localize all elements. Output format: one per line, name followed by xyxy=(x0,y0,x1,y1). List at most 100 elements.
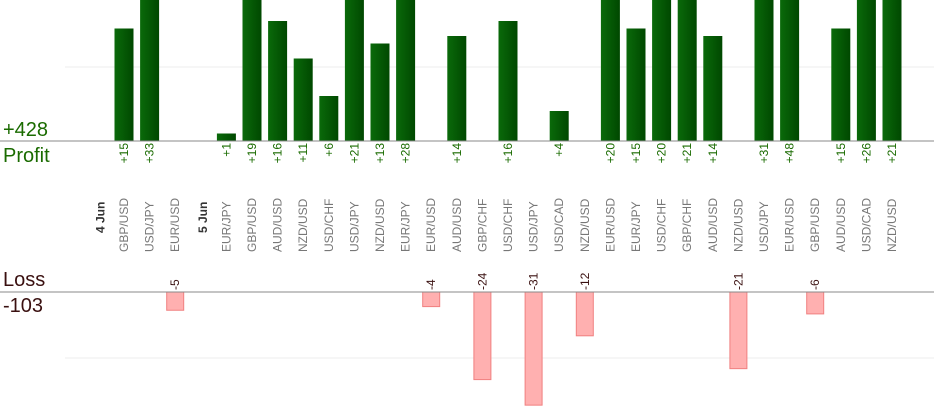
pair-label: AUD/USD xyxy=(450,198,464,252)
pair-label: USD/CHF xyxy=(501,199,515,252)
bar-value-label: +21 xyxy=(680,143,694,164)
pair-label: EUR/USD xyxy=(783,198,797,252)
profit-bar xyxy=(293,58,313,141)
bar-value-label: +31 xyxy=(757,143,771,164)
pair-label: GBP/CHF xyxy=(680,199,694,252)
bar-value-label: +14 xyxy=(706,143,720,164)
bar-value-label: +20 xyxy=(655,143,669,164)
bar-value-label: -6 xyxy=(808,279,822,290)
pair-label: GBP/USD xyxy=(808,198,822,252)
profit-bar xyxy=(140,0,160,141)
profit-bar xyxy=(498,21,518,141)
profit-bar xyxy=(600,0,620,141)
profit-bar xyxy=(370,43,390,141)
pair-label: NZD/USD xyxy=(885,198,899,252)
pair-label: EUR/USD xyxy=(424,198,438,252)
date-label: 4 Jun xyxy=(93,202,107,233)
date-labels: 4 Jun 5 Jun xyxy=(93,202,209,233)
pair-label: EUR/JPY xyxy=(629,201,643,252)
profit-bar xyxy=(780,0,800,141)
bar-value-label: -21 xyxy=(731,272,745,290)
profit-total: +428 xyxy=(3,119,49,141)
profit-bar xyxy=(396,0,416,141)
bar-value-label: +19 xyxy=(245,143,259,164)
bar-value-label: +28 xyxy=(399,143,413,164)
pair-label: USD/CHF xyxy=(655,199,669,252)
loss-bar xyxy=(806,291,825,315)
bar-value-label: +14 xyxy=(450,143,464,164)
profit-bar xyxy=(882,0,902,141)
loss-bar xyxy=(524,291,543,406)
bar-value-label: +15 xyxy=(834,143,848,164)
profit-label: Profit xyxy=(3,145,50,167)
loss-bars xyxy=(166,291,825,406)
profit-bar xyxy=(652,0,672,141)
loss-bar xyxy=(729,291,748,370)
bar-value-label: +6 xyxy=(322,143,336,157)
bar-value-label: +26 xyxy=(859,143,873,164)
pair-label: NZD/USD xyxy=(373,198,387,252)
profit-bar xyxy=(268,21,288,141)
date-label: 5 Jun xyxy=(196,202,210,233)
pair-label: EUR/JPY xyxy=(399,201,413,252)
loss-bar xyxy=(473,291,492,381)
profit-bar xyxy=(319,96,339,141)
profit-bar xyxy=(626,28,646,141)
bar-value-label: +15 xyxy=(117,143,131,164)
profit-bar xyxy=(677,0,697,141)
profit-bar xyxy=(344,0,364,141)
loss-bar xyxy=(575,291,594,337)
profit-bar xyxy=(114,28,134,141)
pair-label: EUR/USD xyxy=(168,198,182,252)
pair-label: AUD/USD xyxy=(834,198,848,252)
pair-label: USD/CAD xyxy=(552,198,566,252)
pair-label: USD/CAD xyxy=(859,198,873,252)
loss-bar xyxy=(166,291,185,311)
profit-bar xyxy=(856,0,876,141)
bar-value-label: +11 xyxy=(296,143,310,163)
pair-label: NZD/USD xyxy=(578,198,592,252)
pair-label: USD/JPY xyxy=(527,201,541,252)
pair-label: USD/JPY xyxy=(347,201,361,252)
bar-value-label: -5 xyxy=(168,279,182,290)
pair-label: GBP/USD xyxy=(245,198,259,252)
profit-bar xyxy=(242,0,262,141)
pair-label: AUD/USD xyxy=(271,198,285,252)
profit-bar xyxy=(754,0,774,141)
pair-label: USD/JPY xyxy=(757,201,771,252)
loss-total: -103 xyxy=(3,295,44,317)
bar-value-label: +21 xyxy=(347,143,361,164)
pair-label: NZD/USD xyxy=(731,198,745,252)
bar-value-label: +48 xyxy=(783,143,797,164)
pair-labels: GBP/USD USD/JPY EUR/USD EUR/JPY GBP/USD AUD/U… xyxy=(117,198,899,252)
pair-label: EUR/JPY xyxy=(219,201,233,252)
profit-bar xyxy=(549,111,569,141)
bar-value-label: +16 xyxy=(271,143,285,164)
bar-value-label: -12 xyxy=(578,272,592,290)
profit-bar xyxy=(216,133,236,141)
bar-value-label: +15 xyxy=(629,143,643,164)
bar-value-label: -31 xyxy=(527,272,541,290)
profit-bar xyxy=(831,28,851,141)
pair-label: AUD/USD xyxy=(706,198,720,252)
bar-value-label: +33 xyxy=(143,143,157,164)
bar-value-label: -4 xyxy=(424,279,438,290)
bar-value-label: +4 xyxy=(552,143,566,157)
pair-label: EUR/USD xyxy=(603,198,617,252)
bar-value-label: +16 xyxy=(501,143,515,164)
pair-label: USD/JPY xyxy=(143,201,157,252)
loss-bar xyxy=(422,291,441,308)
pair-label: NZD/USD xyxy=(296,198,310,252)
pair-label: USD/CHF xyxy=(322,199,336,252)
bar-value-label: +1 xyxy=(219,143,233,157)
loss-label: Loss xyxy=(3,269,46,291)
bar-value-label: -24 xyxy=(475,272,489,290)
profit-bars xyxy=(114,0,902,141)
bar-value-label: +21 xyxy=(885,143,899,164)
profit-bar xyxy=(703,36,723,141)
value-labels: +15 +33 -5 +1 +19 +16 +11 +6 +21 +13 +28 -4 +14 -24 +1… xyxy=(117,143,899,290)
pair-label: GBP/USD xyxy=(117,198,131,252)
bar-value-label: +20 xyxy=(603,143,617,164)
bar-value-label: +13 xyxy=(373,143,387,164)
